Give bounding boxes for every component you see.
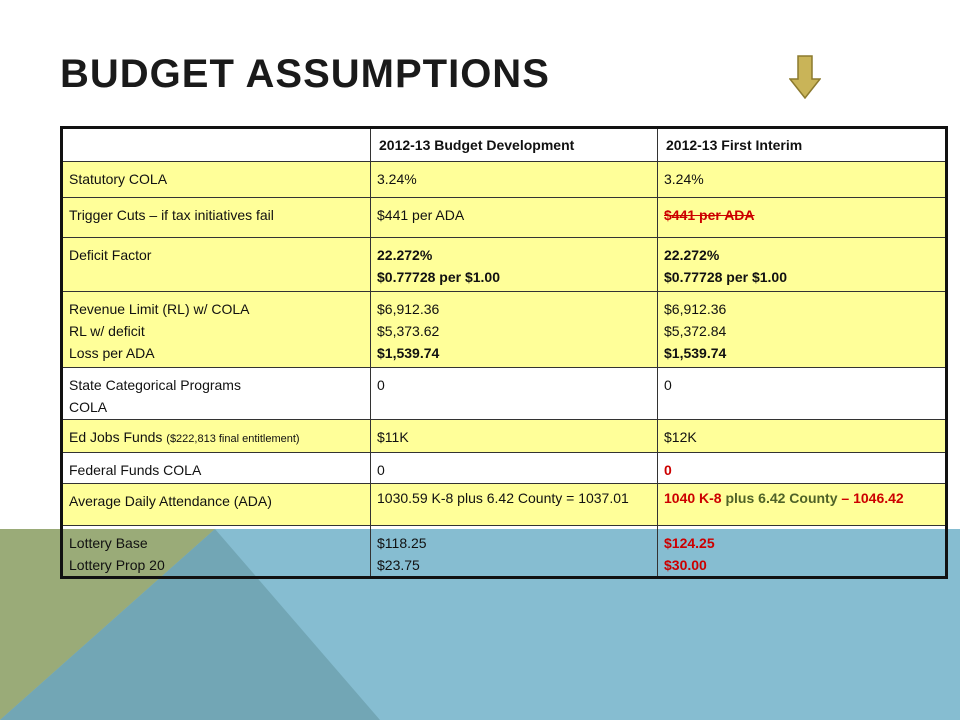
row-label-text: State Categorical Programs (69, 377, 241, 393)
cell-value: 0 (377, 462, 385, 478)
cell-value: 22.272% (377, 247, 433, 263)
cell-value: $1,539.74 (664, 345, 727, 361)
header-empty-cell (61, 127, 371, 162)
table-row: Statutory COLA 3.24% 3.24% (61, 161, 947, 198)
row-label: Deficit Factor (61, 237, 371, 292)
row-label-text: RL w/ deficit (69, 323, 145, 339)
row-label-note: ($222,813 final entitlement) (166, 433, 300, 445)
row-label: Federal Funds COLA (61, 452, 371, 484)
table-row: Revenue Limit (RL) w/ COLA RL w/ deficit… (61, 291, 947, 368)
table-row: Federal Funds COLA 0 0 (61, 452, 947, 484)
first-interim-cell: 0 (657, 367, 947, 420)
first-interim-cell: 0 (657, 452, 947, 484)
budget-development-cell: 0 (370, 452, 658, 484)
budget-development-cell: 0 (370, 367, 658, 420)
ada-dash: – (841, 490, 850, 506)
row-label-text: Deficit Factor (69, 247, 152, 263)
first-interim-cell: $6,912.36 $5,372.84 $1,539.74 (657, 291, 947, 368)
table-row: Lottery Base Lottery Prop 20 $118.25 $23… (61, 525, 947, 578)
cell-value: $0.77728 per $1.00 (377, 269, 500, 285)
cell-value: $12K (664, 429, 697, 445)
budget-development-cell: 3.24% (370, 161, 658, 198)
cell-value: $30.00 (664, 557, 707, 573)
cell-value: 1030.59 K-8 plus 6.42 County = 1037.01 (377, 490, 629, 506)
table-row: Deficit Factor 22.272% $0.77728 per $1.0… (61, 237, 947, 292)
budget-development-cell: $441 per ADA (370, 197, 658, 238)
row-label-main: Ed Jobs Funds (69, 429, 163, 445)
cell-value: $5,373.62 (377, 323, 440, 339)
ada-k8-value: 1040 K-8 (664, 490, 722, 506)
table-row: Ed Jobs Funds ($222,813 final entitlemen… (61, 419, 947, 453)
budget-development-cell: 22.272% $0.77728 per $1.00 (370, 237, 658, 292)
cell-value: 0 (664, 377, 672, 393)
table-row: Trigger Cuts – if tax initiatives fail $… (61, 197, 947, 238)
header-first-interim: 2012-13 First Interim (657, 127, 947, 162)
first-interim-cell: 3.24% (657, 161, 947, 198)
cell-value: 0 (377, 377, 385, 393)
cell-value: $441 per ADA (377, 207, 465, 223)
budget-development-cell: 1030.59 K-8 plus 6.42 County = 1037.01 (370, 483, 658, 526)
cell-value: 1040 K-8 plus 6.42 County – 1046.42 (664, 490, 939, 507)
slate-triangle (0, 529, 380, 720)
budget-development-cell: $118.25 $23.75 (370, 525, 658, 578)
first-interim-cell: $441 per ADA (657, 197, 947, 238)
row-label-text: COLA (69, 399, 108, 415)
table-row: State Categorical Programs COLA 0 0 (61, 367, 947, 420)
cell-value: $11K (377, 429, 409, 445)
first-interim-cell: 22.272% $0.77728 per $1.00 (657, 237, 947, 292)
row-label-text: Ed Jobs Funds ($222,813 final entitlemen… (69, 426, 364, 450)
first-interim-cell: 1040 K-8 plus 6.42 County – 1046.42 (657, 483, 947, 526)
row-label: Trigger Cuts – if tax initiatives fail (61, 197, 371, 238)
cell-value: $5,372.84 (664, 323, 727, 339)
row-label: Statutory COLA (61, 161, 371, 198)
cell-value: $118.25 (377, 535, 427, 551)
first-interim-cell: $124.25 $30.00 (657, 525, 947, 578)
first-interim-cell: $12K (657, 419, 947, 453)
cell-value: 3.24% (664, 171, 704, 187)
cell-value-struck: $441 per ADA (664, 207, 755, 223)
cell-value: 22.272% (664, 247, 720, 263)
page-title: BUDGET ASSUMPTIONS (60, 52, 550, 96)
cell-value: $0.77728 per $1.00 (664, 269, 787, 285)
ada-county-text: plus 6.42 County (725, 490, 838, 506)
row-label: Revenue Limit (RL) w/ COLA RL w/ deficit… (61, 291, 371, 368)
row-label: State Categorical Programs COLA (61, 367, 371, 420)
budget-development-cell: $11K (370, 419, 658, 453)
row-label-text: Loss per ADA (69, 345, 155, 361)
cell-value: 3.24% (377, 171, 417, 187)
row-label: Ed Jobs Funds ($222,813 final entitlemen… (61, 419, 371, 453)
ada-total-value: 1046.42 (853, 490, 904, 506)
table-header-row: 2012-13 Budget Development 2012-13 First… (61, 127, 947, 162)
row-label-text: Lottery Prop 20 (69, 557, 165, 573)
cell-value: $124.25 (664, 535, 715, 551)
row-label-text: Statutory COLA (69, 171, 168, 187)
cell-value: $6,912.36 (664, 301, 727, 317)
table-row: Average Daily Attendance (ADA) 1030.59 K… (61, 483, 947, 526)
cell-value: $6,912.36 (377, 301, 440, 317)
row-label-text: Average Daily Attendance (ADA) (69, 493, 272, 509)
budget-table: 2012-13 Budget Development 2012-13 First… (60, 126, 948, 579)
header-budget-development: 2012-13 Budget Development (370, 127, 658, 162)
row-label-text: Trigger Cuts – if tax initiatives fail (69, 207, 274, 223)
budget-development-cell: $6,912.36 $5,373.62 $1,539.74 (370, 291, 658, 368)
cell-value: $1,539.74 (377, 345, 440, 361)
row-label: Average Daily Attendance (ADA) (61, 483, 371, 526)
cell-value: 0 (664, 462, 672, 478)
row-label-text: Lottery Base (69, 535, 148, 551)
down-arrow-icon[interactable] (789, 55, 821, 99)
cell-value: $23.75 (377, 557, 420, 573)
row-label-text: Federal Funds COLA (69, 462, 202, 478)
row-label-text: Revenue Limit (RL) w/ COLA (69, 301, 250, 317)
row-label: Lottery Base Lottery Prop 20 (61, 525, 371, 578)
